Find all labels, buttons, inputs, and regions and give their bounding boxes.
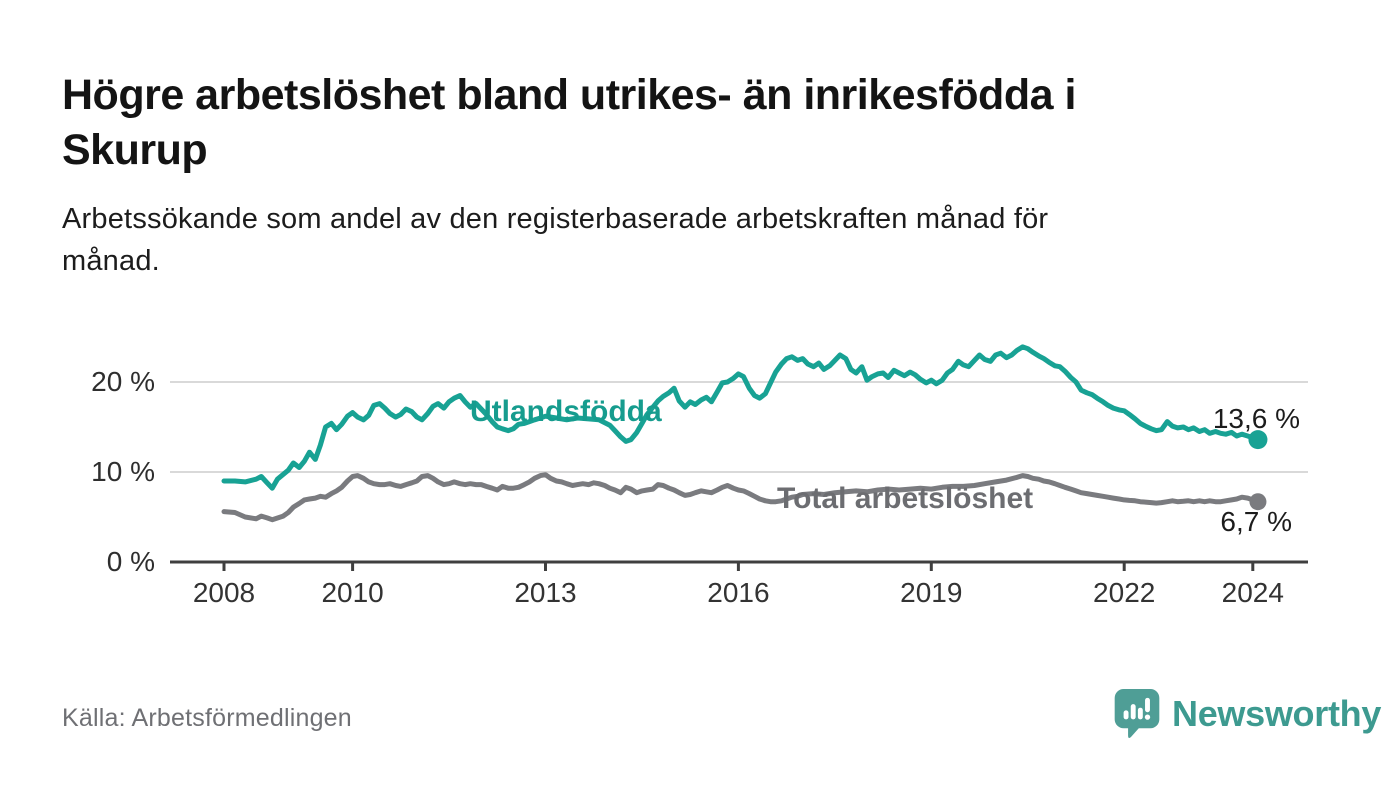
logo-bubble-shape	[1114, 689, 1160, 739]
x-axis-label-2019: 2019	[900, 577, 962, 608]
y-axis-label-20: 20 %	[91, 366, 155, 397]
logo-bars-icon	[1123, 697, 1151, 720]
series-total-end-dot	[1249, 493, 1267, 511]
newsworthy-brand: Newsworthy	[1112, 686, 1381, 742]
series-utlandsfodda-label: Utlandsfödda	[470, 395, 662, 428]
x-axis-label-2010: 2010	[321, 577, 383, 608]
chart-subtitle: Arbetssökande som andel av den registerb…	[62, 198, 1302, 282]
page-title: Högre arbetslöshet bland utrikes- än inr…	[62, 68, 1352, 178]
series-total-value-label: 6,7 %	[1220, 506, 1292, 537]
page-title-line-1: Högre arbetslöshet bland utrikes- än inr…	[62, 71, 1076, 119]
chart-subtitle-line-1: Arbetssökande som andel av den registerb…	[62, 203, 1049, 235]
x-axis-label-2013: 2013	[514, 577, 576, 608]
x-axis-label-2008: 2008	[193, 577, 255, 608]
series-utlandsfodda-end-dot	[1248, 430, 1268, 450]
chart-subtitle-line-2: månad.	[62, 245, 160, 277]
series-total-label: Total arbetslöshet	[777, 482, 1033, 515]
page-title-line-2: Skurup	[62, 126, 208, 174]
source-note: Källa: Arbetsförmedlingen	[62, 704, 352, 732]
y-axis-label-10: 10 %	[91, 456, 155, 487]
newsworthy-wordmark: Newsworthy	[1172, 693, 1382, 734]
series-total-line	[221, 472, 1261, 523]
series-utlandsfodda-line	[221, 344, 1261, 491]
x-axis-label-2024: 2024	[1222, 577, 1284, 608]
x-axis-label-2022: 2022	[1093, 577, 1155, 608]
x-axis-label-2016: 2016	[707, 577, 769, 608]
newsworthy-logo-icon	[1114, 689, 1160, 739]
y-axis-label-0: 0 %	[107, 546, 155, 577]
series-utlandsfodda-value-label: 13,6 %	[1213, 403, 1300, 434]
